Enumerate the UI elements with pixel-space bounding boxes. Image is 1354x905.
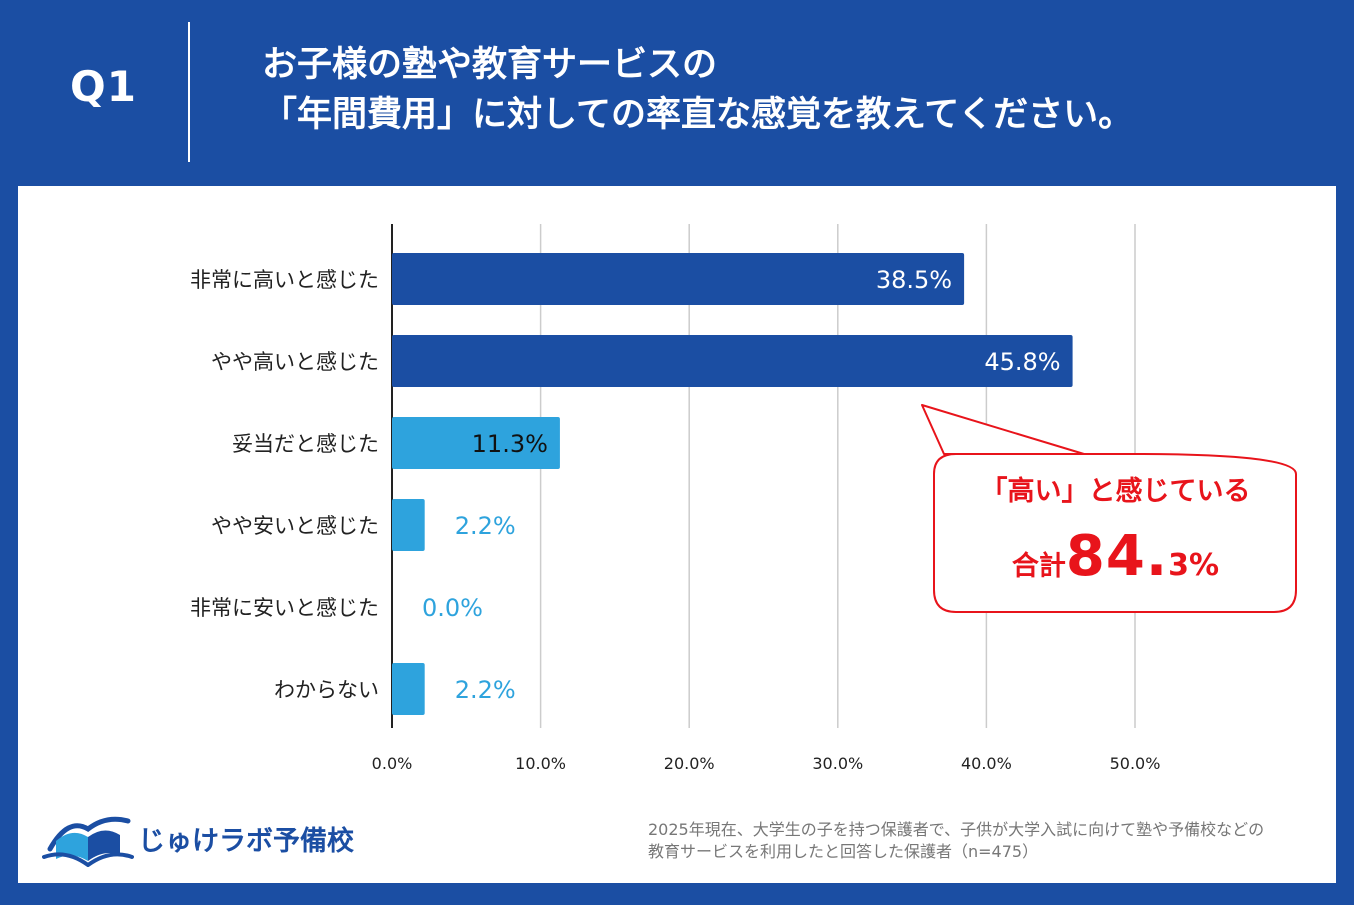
- bar: [392, 253, 965, 305]
- value-label: 38.5%: [876, 266, 952, 294]
- question-line-1: お子様の塾や教育サービスの: [262, 45, 718, 85]
- x-tick-label: 40.0%: [961, 754, 1012, 773]
- footnote-line-2: 教育サービスを利用したと回答した保護者（n=475）: [648, 842, 1039, 861]
- bar: [392, 417, 560, 469]
- x-tick-label: 10.0%: [515, 754, 566, 773]
- logo: じゅけラボ予備校: [42, 807, 372, 868]
- value-label: 2.2%: [455, 676, 516, 704]
- footnote-line-1: 2025年現在、大学生の子を持つ保護者で、子供が大学入試に向けて塾や予備校などの: [648, 820, 1265, 839]
- x-tick-label: 50.0%: [1110, 754, 1161, 773]
- category-label: やや高いと感じた: [211, 350, 379, 374]
- chart-panel: 0.0% 10.0% 20.0% 30.0% 40.0% 50.0% 非常に高いと感じた 38…: [18, 186, 1336, 883]
- question-number: Q1: [70, 62, 137, 111]
- value-label: 2.2%: [455, 512, 516, 540]
- header-divider: [188, 22, 190, 162]
- bar: [392, 335, 1073, 387]
- bar: [392, 499, 425, 551]
- category-label: やや安いと感じた: [211, 514, 379, 538]
- question-text: お子様の塾や教育サービスの 「年間費用」に対しての率直な感覚を教えてください。: [262, 40, 1342, 140]
- x-tick-label: 0.0%: [372, 754, 413, 773]
- logo-text: じゅけラボ予備校: [138, 826, 354, 857]
- open-book-icon: [42, 816, 134, 868]
- callout-total: 合計84.3%: [933, 524, 1298, 589]
- category-label: 非常に安いと感じた: [190, 596, 379, 620]
- category-label: わからない: [274, 678, 379, 702]
- question-line-2: 「年間費用」に対しての率直な感覚を教えてください。: [262, 95, 1134, 135]
- callout-bubble: [921, 404, 1297, 613]
- callout-heading: 「高い」と感じている: [980, 476, 1251, 507]
- value-label: 11.3%: [472, 430, 548, 458]
- category-label: 非常に高いと感じた: [190, 268, 379, 292]
- value-label: 0.0%: [422, 594, 483, 622]
- callout-total-label: 合計: [1011, 551, 1066, 582]
- x-tick-label: 20.0%: [664, 754, 715, 773]
- callout-total-value: 84.: [1065, 524, 1169, 589]
- bar-chart: 0.0% 10.0% 20.0% 30.0% 40.0% 50.0% 非常に高いと感じた 38…: [190, 224, 1161, 773]
- footnote: 2025年現在、大学生の子を持つ保護者で、子供が大学入試に向けて塾や予備校などの…: [648, 819, 1328, 863]
- value-label: 45.8%: [984, 348, 1060, 376]
- bar: [392, 663, 425, 715]
- x-tick-label: 30.0%: [812, 754, 863, 773]
- callout-total-decimal: 3%: [1168, 548, 1220, 583]
- category-label: 妥当だと感じた: [232, 432, 379, 456]
- header: Q1 お子様の塾や教育サービスの 「年間費用」に対しての率直な感覚を教えてくださ…: [0, 0, 1354, 186]
